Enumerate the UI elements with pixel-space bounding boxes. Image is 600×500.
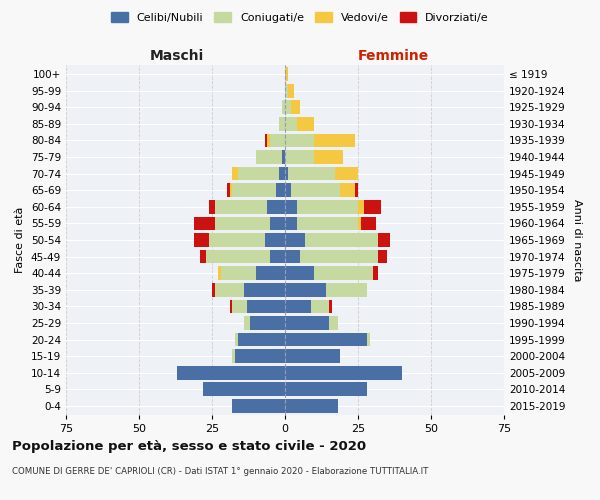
Text: Popolazione per età, sesso e stato civile - 2020: Popolazione per età, sesso e stato civil… <box>12 440 366 453</box>
Bar <box>291 184 340 197</box>
Bar <box>279 167 285 180</box>
Bar <box>379 233 390 247</box>
Bar <box>282 150 285 164</box>
Bar <box>194 233 209 247</box>
Bar <box>256 266 285 280</box>
Bar <box>358 200 364 213</box>
Bar <box>367 332 370 346</box>
Bar <box>285 184 291 197</box>
Bar <box>232 300 247 313</box>
Bar <box>244 283 285 296</box>
Bar <box>200 250 206 264</box>
Bar <box>250 316 285 330</box>
Bar <box>271 134 285 147</box>
Text: Femmine: Femmine <box>358 50 428 64</box>
Bar <box>329 316 338 330</box>
Bar <box>285 382 367 396</box>
Bar <box>282 100 285 114</box>
Bar <box>291 100 299 114</box>
Bar <box>212 283 215 296</box>
Bar <box>285 233 305 247</box>
Bar <box>335 167 358 180</box>
Bar <box>238 332 285 346</box>
Bar <box>265 134 268 147</box>
Text: COMUNE DI GERRE DE' CAPRIOLI (CR) - Dati ISTAT 1° gennaio 2020 - Elaborazione TU: COMUNE DI GERRE DE' CAPRIOLI (CR) - Dati… <box>12 468 428 476</box>
Bar <box>268 200 285 213</box>
Bar <box>285 350 340 363</box>
Bar <box>285 84 288 98</box>
Y-axis label: Anni di nascita: Anni di nascita <box>572 198 582 281</box>
Bar <box>340 184 355 197</box>
Bar <box>232 399 285 412</box>
Bar <box>209 233 265 247</box>
Bar <box>215 283 244 296</box>
Bar <box>314 150 343 164</box>
Bar <box>203 382 285 396</box>
Bar <box>209 200 215 213</box>
Bar <box>244 316 250 330</box>
Bar <box>373 266 379 280</box>
Bar <box>285 332 367 346</box>
Bar <box>215 200 268 213</box>
Bar <box>194 216 215 230</box>
Bar <box>285 200 296 213</box>
Y-axis label: Fasce di età: Fasce di età <box>16 207 25 273</box>
Bar <box>285 316 329 330</box>
Bar <box>232 167 238 180</box>
Bar <box>230 300 232 313</box>
Bar <box>329 300 332 313</box>
Bar <box>232 184 276 197</box>
Bar <box>299 250 379 264</box>
Bar <box>296 117 314 130</box>
Bar <box>285 216 296 230</box>
Bar <box>177 366 285 380</box>
Bar <box>358 216 361 230</box>
Text: Maschi: Maschi <box>150 50 204 64</box>
Bar <box>288 84 294 98</box>
Bar <box>247 300 285 313</box>
Bar <box>285 283 326 296</box>
Bar <box>285 300 311 313</box>
Bar <box>227 184 230 197</box>
Bar <box>206 250 271 264</box>
Bar <box>218 266 221 280</box>
Legend: Celibi/Nubili, Coniugati/e, Vedovi/e, Divorziati/e: Celibi/Nubili, Coniugati/e, Vedovi/e, Di… <box>107 8 493 28</box>
Bar <box>296 200 358 213</box>
Bar <box>221 266 256 280</box>
Bar <box>279 117 285 130</box>
Bar <box>285 266 314 280</box>
Bar <box>285 100 291 114</box>
Bar <box>238 167 279 180</box>
Bar <box>364 200 382 213</box>
Bar <box>285 366 402 380</box>
Bar <box>285 68 288 81</box>
Bar <box>271 216 285 230</box>
Bar <box>235 332 238 346</box>
Bar <box>232 350 235 363</box>
Bar <box>271 250 285 264</box>
Bar <box>355 184 358 197</box>
Bar <box>276 184 285 197</box>
Bar <box>235 350 285 363</box>
Bar <box>285 150 314 164</box>
Bar <box>326 283 367 296</box>
Bar <box>285 117 296 130</box>
Bar <box>361 216 376 230</box>
Bar <box>265 233 285 247</box>
Bar <box>288 167 335 180</box>
Bar <box>285 134 314 147</box>
Bar <box>285 167 288 180</box>
Bar <box>314 266 373 280</box>
Bar <box>311 300 329 313</box>
Bar <box>305 233 379 247</box>
Bar <box>314 134 355 147</box>
Bar <box>285 399 338 412</box>
Bar <box>215 216 271 230</box>
Bar <box>285 250 299 264</box>
Bar <box>268 134 271 147</box>
Bar <box>230 184 232 197</box>
Bar <box>256 150 282 164</box>
Bar <box>296 216 358 230</box>
Bar <box>379 250 387 264</box>
